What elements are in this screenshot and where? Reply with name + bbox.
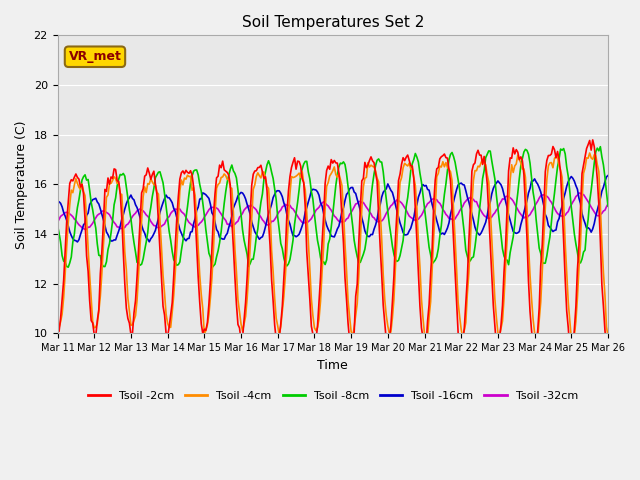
Tsoil -4cm	[604, 333, 612, 339]
Tsoil -32cm	[538, 192, 546, 198]
Tsoil -16cm	[54, 199, 61, 204]
Tsoil -32cm	[81, 227, 89, 232]
Tsoil -8cm	[156, 169, 164, 175]
Tsoil -16cm	[157, 204, 165, 210]
Line: Tsoil -16cm: Tsoil -16cm	[58, 176, 608, 242]
Line: Tsoil -4cm: Tsoil -4cm	[58, 153, 608, 340]
Text: VR_met: VR_met	[68, 50, 122, 63]
Tsoil -16cm	[399, 229, 407, 235]
Tsoil -4cm	[586, 150, 593, 156]
Tsoil -8cm	[208, 265, 216, 271]
Tsoil -16cm	[74, 239, 81, 245]
Tsoil -4cm	[156, 217, 164, 223]
Tsoil -2cm	[69, 178, 77, 184]
Tsoil -2cm	[604, 344, 612, 349]
Tsoil -32cm	[157, 223, 165, 229]
Tsoil -32cm	[387, 203, 395, 209]
Tsoil -16cm	[604, 173, 612, 179]
Tsoil -2cm	[367, 154, 375, 160]
Tsoil -4cm	[422, 337, 430, 343]
Tsoil -2cm	[589, 137, 596, 143]
Tsoil -32cm	[54, 219, 61, 225]
Tsoil -4cm	[538, 269, 546, 275]
Tsoil -4cm	[397, 175, 405, 180]
Line: Tsoil -32cm: Tsoil -32cm	[58, 193, 608, 229]
Tsoil -8cm	[369, 181, 376, 187]
Tsoil -8cm	[399, 238, 407, 243]
Tsoil -4cm	[385, 331, 393, 336]
Title: Soil Temperatures Set 2: Soil Temperatures Set 2	[241, 15, 424, 30]
Tsoil -4cm	[69, 190, 77, 195]
Tsoil -8cm	[387, 232, 395, 238]
Tsoil -8cm	[54, 223, 61, 228]
Tsoil -32cm	[369, 214, 376, 220]
Tsoil -16cm	[369, 232, 376, 238]
Tsoil -8cm	[604, 204, 612, 209]
Tsoil -8cm	[69, 239, 77, 245]
Tsoil -16cm	[69, 236, 77, 241]
Tsoil -8cm	[596, 144, 604, 150]
Tsoil -32cm	[604, 201, 612, 207]
Line: Tsoil -2cm: Tsoil -2cm	[58, 140, 608, 351]
Tsoil -16cm	[538, 195, 546, 201]
Tsoil -16cm	[387, 188, 395, 193]
Y-axis label: Soil Temperature (C): Soil Temperature (C)	[15, 120, 28, 249]
Tsoil -4cm	[54, 316, 61, 322]
Tsoil -2cm	[494, 348, 502, 354]
Tsoil -2cm	[54, 324, 61, 330]
Tsoil -32cm	[399, 202, 407, 208]
Tsoil -8cm	[538, 259, 546, 265]
Tsoil -2cm	[156, 250, 164, 256]
Tsoil -32cm	[69, 214, 77, 219]
Line: Tsoil -8cm: Tsoil -8cm	[58, 147, 608, 268]
Legend: Tsoil -2cm, Tsoil -4cm, Tsoil -8cm, Tsoil -16cm, Tsoil -32cm: Tsoil -2cm, Tsoil -4cm, Tsoil -8cm, Tsoi…	[83, 387, 582, 406]
Tsoil -32cm	[575, 190, 583, 196]
X-axis label: Time: Time	[317, 359, 348, 372]
Tsoil -2cm	[385, 336, 393, 341]
Tsoil -2cm	[397, 161, 405, 167]
Tsoil -4cm	[367, 162, 375, 168]
Tsoil -2cm	[538, 242, 546, 248]
